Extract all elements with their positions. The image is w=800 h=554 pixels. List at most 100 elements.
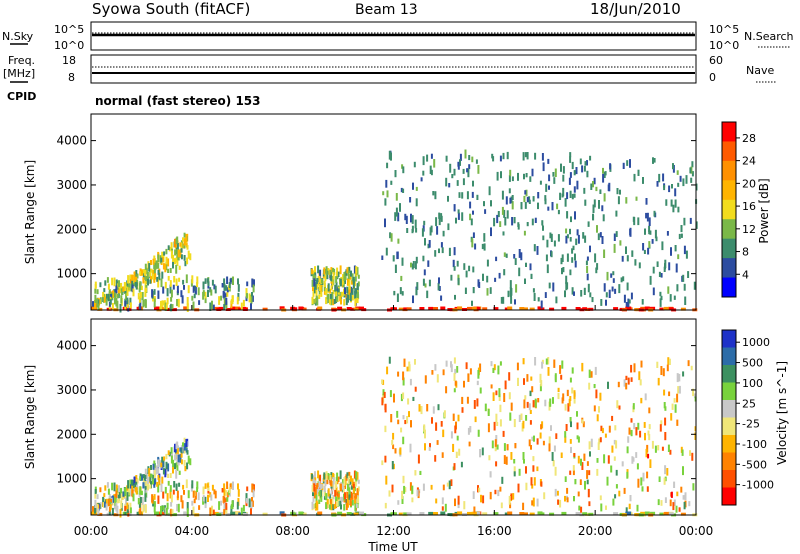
echo-cell bbox=[612, 271, 615, 276]
nsky-frame bbox=[90, 21, 697, 51]
echo-cell bbox=[469, 201, 472, 209]
echo-cell bbox=[230, 504, 233, 510]
colorbar-segment bbox=[722, 258, 736, 279]
echo-cell bbox=[388, 150, 391, 160]
echo-cell bbox=[154, 306, 159, 310]
echo-cell bbox=[518, 414, 521, 422]
echo-cell bbox=[115, 484, 118, 493]
echo-cell bbox=[523, 195, 526, 203]
echo-cell bbox=[434, 364, 437, 371]
echo-cell bbox=[335, 272, 338, 277]
echo-cell bbox=[384, 403, 387, 413]
echo-cell bbox=[504, 380, 507, 390]
echo-cell bbox=[505, 196, 508, 205]
echo-cell bbox=[350, 270, 352, 277]
echo-cell bbox=[246, 281, 249, 287]
echo-cell bbox=[345, 297, 348, 306]
echo-cell bbox=[165, 453, 168, 460]
echo-cell bbox=[566, 234, 569, 239]
echo-cell bbox=[530, 477, 533, 486]
echo-cell bbox=[573, 186, 576, 193]
echo-cell bbox=[350, 307, 356, 311]
echo-cell bbox=[349, 479, 352, 485]
echo-cell bbox=[402, 436, 405, 445]
echo-cell bbox=[135, 487, 138, 495]
x-tick-label: 08:00 bbox=[275, 524, 310, 538]
echo-cell bbox=[118, 491, 121, 499]
echo-cell bbox=[192, 285, 195, 293]
echo-cell bbox=[461, 192, 464, 199]
echo-cell bbox=[664, 432, 667, 441]
echo-cell bbox=[157, 269, 160, 275]
echo-cell bbox=[598, 200, 600, 209]
echo-cell bbox=[314, 480, 317, 485]
echo-cell bbox=[498, 272, 501, 279]
echo-cell bbox=[251, 278, 254, 288]
echo-cell bbox=[183, 238, 186, 246]
echo-cell bbox=[466, 168, 469, 173]
echo-cell bbox=[571, 161, 574, 170]
echo-cell bbox=[540, 481, 543, 487]
echo-cell bbox=[193, 293, 196, 299]
echo-cell bbox=[559, 499, 562, 508]
echo-cell bbox=[204, 278, 207, 284]
echo-cell bbox=[472, 180, 474, 187]
echo-cell bbox=[560, 374, 563, 380]
echo-cell bbox=[668, 185, 671, 193]
nave-label: Nave bbox=[746, 64, 774, 77]
echo-cell bbox=[174, 443, 176, 453]
echo-cell bbox=[457, 306, 463, 310]
echo-cell bbox=[417, 454, 420, 464]
echo-cell bbox=[596, 414, 599, 422]
echo-cell bbox=[661, 446, 664, 451]
echo-cell bbox=[345, 498, 348, 505]
echo-cell bbox=[224, 293, 227, 298]
echo-cell bbox=[573, 170, 576, 176]
echo-cell bbox=[608, 182, 611, 192]
echo-cell bbox=[332, 477, 335, 485]
echo-cell bbox=[325, 288, 328, 296]
echo-cell bbox=[495, 461, 498, 467]
echo-cell bbox=[601, 427, 604, 434]
echo-cell bbox=[191, 295, 194, 301]
echo-cell bbox=[465, 362, 468, 370]
echo-cell bbox=[614, 494, 617, 499]
echo-cell bbox=[139, 281, 142, 290]
echo-cell bbox=[410, 420, 412, 428]
echo-cell bbox=[113, 482, 116, 492]
echo-cell bbox=[545, 358, 548, 365]
echo-cell bbox=[337, 493, 340, 498]
echo-cell bbox=[531, 168, 534, 177]
echo-cell bbox=[646, 444, 649, 453]
echo-cell bbox=[156, 276, 159, 282]
cpid-mode-text: normal (fast stereo) 153 bbox=[95, 94, 261, 108]
echo-cell bbox=[629, 229, 632, 236]
echo-cell bbox=[325, 297, 328, 305]
freq-left-tick-top: 18 bbox=[62, 54, 76, 67]
echo-cell bbox=[498, 393, 501, 401]
echo-cell bbox=[312, 273, 315, 279]
echo-cell bbox=[252, 284, 255, 293]
echo-cell bbox=[422, 278, 425, 286]
echo-cell bbox=[543, 492, 546, 500]
echo-cell bbox=[333, 298, 336, 304]
echo-cell bbox=[657, 499, 660, 506]
echo-cell bbox=[564, 198, 567, 207]
echo-cell bbox=[676, 284, 679, 292]
echo-cell bbox=[251, 497, 253, 502]
echo-cell bbox=[566, 487, 569, 494]
echo-cell bbox=[495, 390, 498, 396]
echo-cell bbox=[174, 454, 177, 461]
echo-cell bbox=[192, 490, 195, 498]
echo-cell bbox=[109, 501, 112, 507]
echo-cell bbox=[384, 425, 387, 433]
echo-cell bbox=[693, 393, 696, 399]
echo-cell bbox=[327, 283, 330, 292]
echo-cell bbox=[423, 220, 426, 226]
echo-cell bbox=[641, 486, 644, 492]
echo-cell bbox=[414, 359, 416, 365]
echo-cell bbox=[144, 504, 147, 513]
echo-cell bbox=[150, 260, 152, 265]
echo-cell bbox=[237, 489, 240, 497]
echo-cell bbox=[584, 480, 586, 490]
